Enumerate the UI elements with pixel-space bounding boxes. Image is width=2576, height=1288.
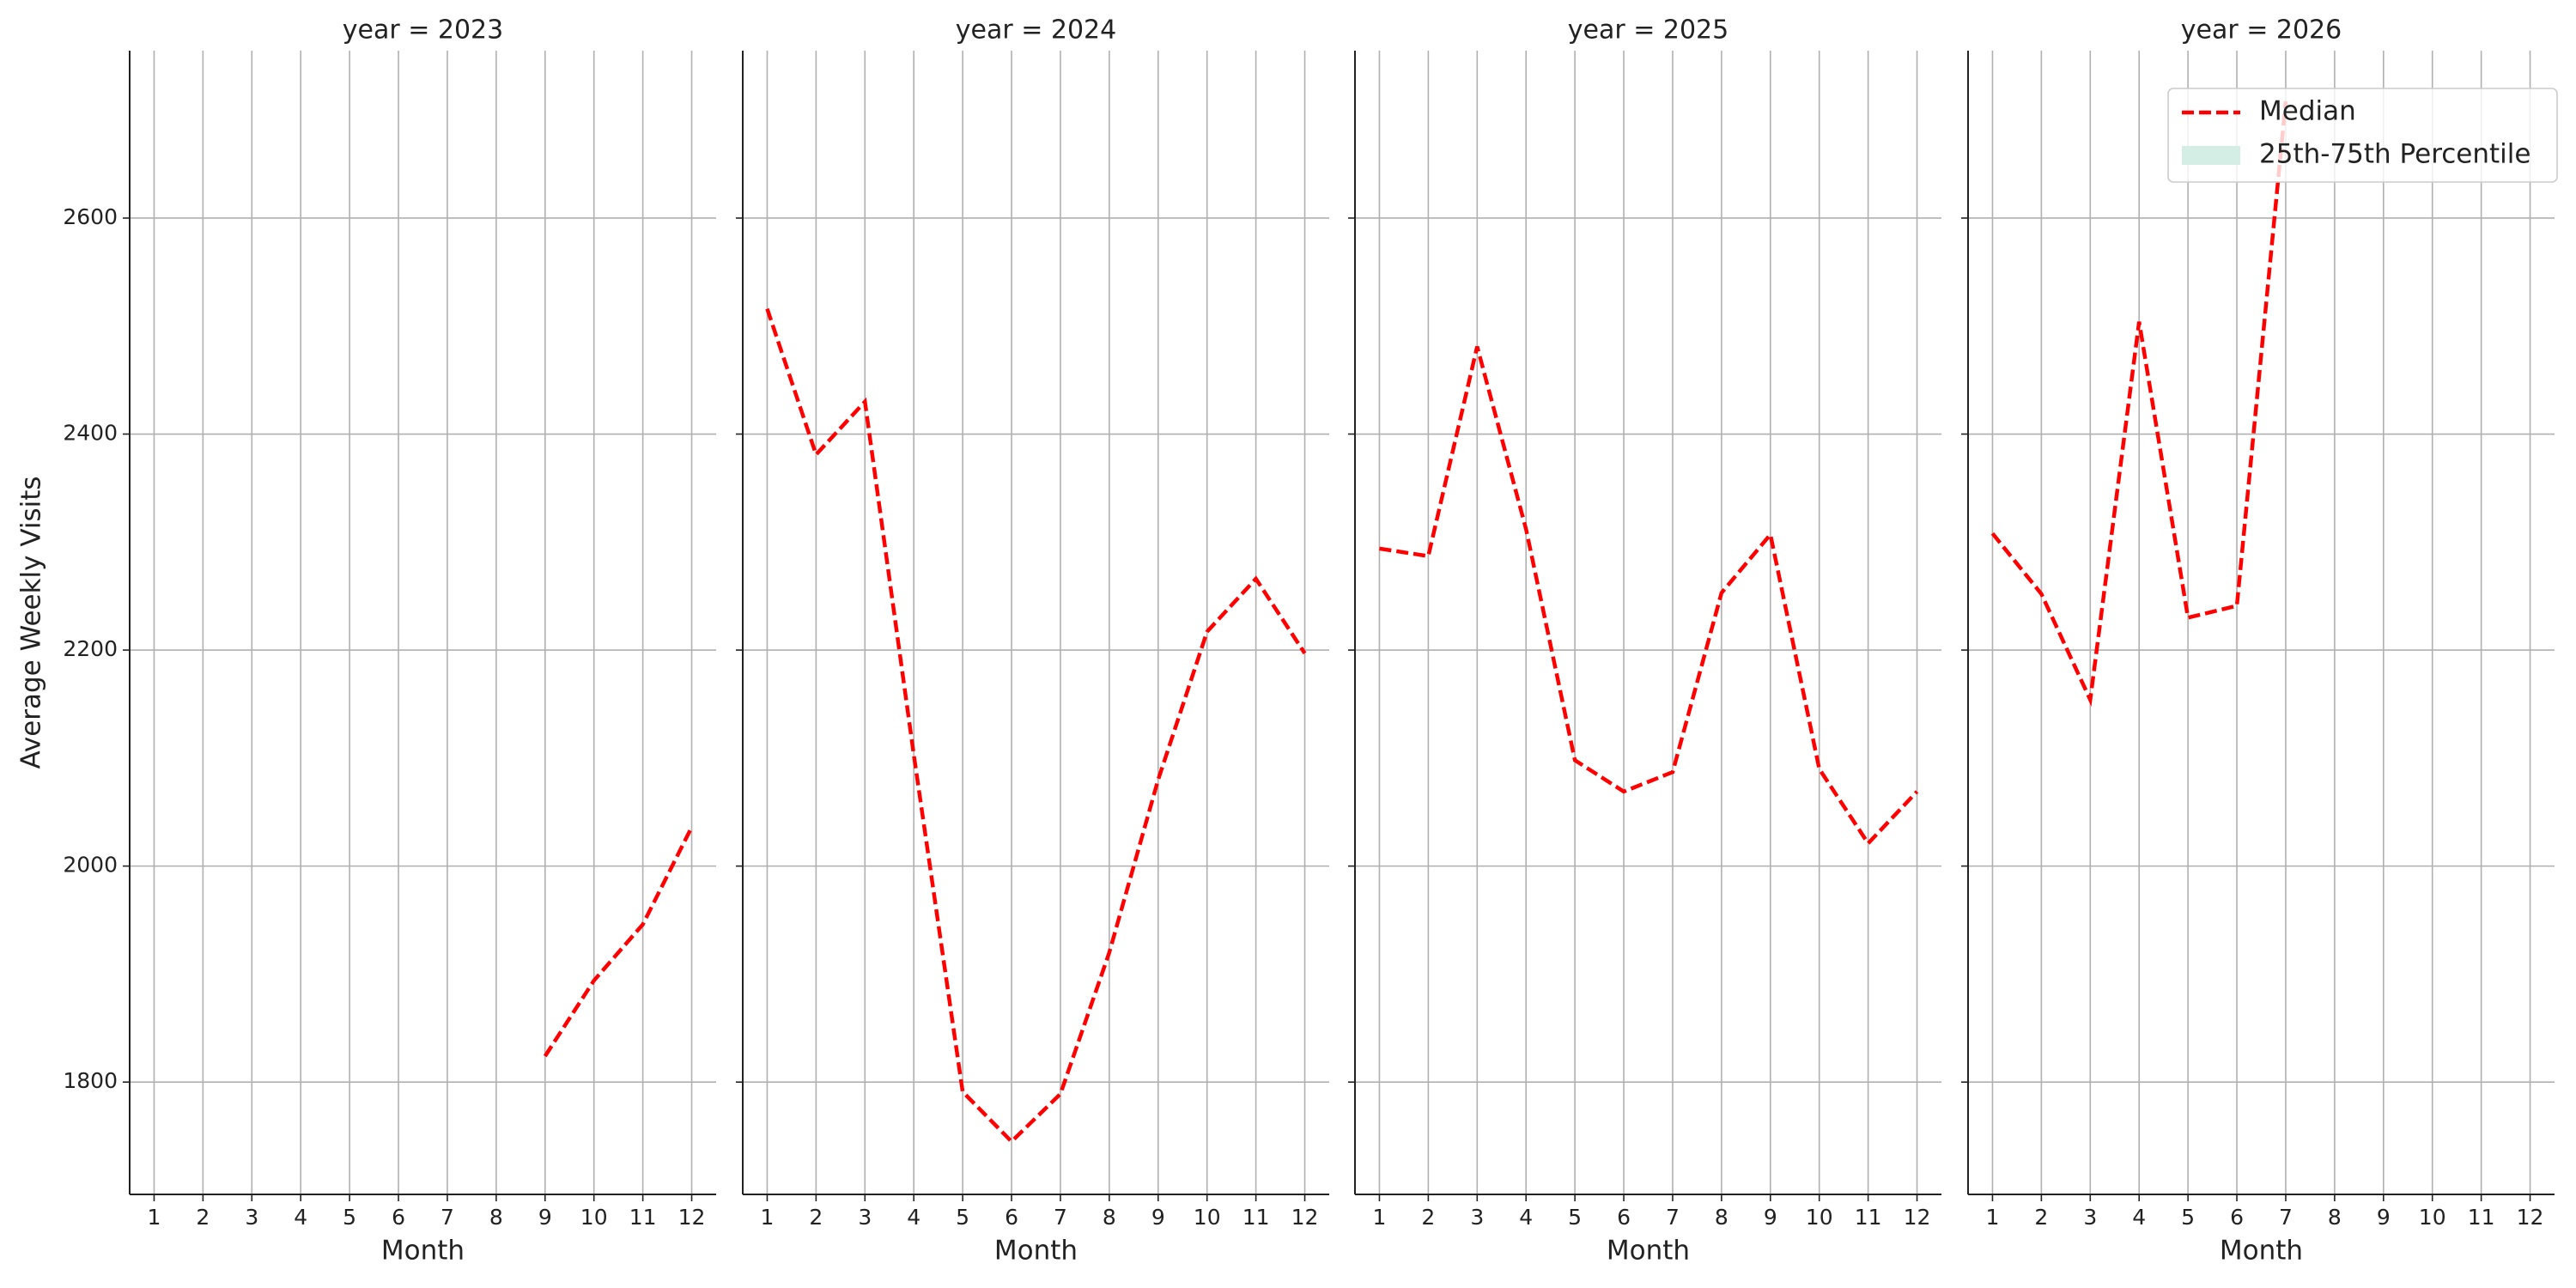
legend-label: 25th-75th Percentile: [2259, 139, 2530, 170]
x-tick-label: 7: [1054, 1205, 1067, 1230]
x-tick-label: 10: [1806, 1205, 1833, 1230]
x-tick-label: 6: [392, 1205, 405, 1230]
x-tick-label: 4: [294, 1205, 307, 1230]
x-tick-label: 3: [858, 1205, 872, 1230]
x-tick-label: 7: [2279, 1205, 2293, 1230]
y-tick-label: 2200: [63, 636, 118, 661]
x-tick-label: 8: [1715, 1205, 1728, 1230]
x-tick-label: 9: [2377, 1205, 2391, 1230]
median-line: [1990, 100, 2288, 707]
x-tick-label: 11: [1242, 1205, 1270, 1230]
x-tick-label: 9: [1764, 1205, 1777, 1230]
x-tick-label: 9: [1151, 1205, 1165, 1230]
x-tick-label: 6: [1617, 1205, 1631, 1230]
x-tick-label: 7: [1666, 1205, 1680, 1230]
x-tick-label: 10: [580, 1205, 608, 1230]
legend-label: Median: [2259, 96, 2356, 127]
x-tick-label: 12: [678, 1205, 706, 1230]
x-tick-label: 9: [538, 1205, 552, 1230]
x-tick-label: 4: [2132, 1205, 2146, 1230]
x-tick-label: 10: [2419, 1205, 2446, 1230]
y-axis-label: Average Weekly Visits: [16, 476, 47, 769]
x-tick-label: 1: [1986, 1205, 2000, 1230]
x-tick-label: 5: [1568, 1205, 1582, 1230]
x-tick-label: 8: [2328, 1205, 2342, 1230]
x-tick-label: 1: [761, 1205, 775, 1230]
panel-title: year = 2026: [2181, 15, 2342, 46]
panel-title: year = 2024: [956, 15, 1117, 46]
x-tick-label: 8: [1103, 1205, 1116, 1230]
x-tick-label: 7: [440, 1205, 454, 1230]
x-tick-label: 5: [343, 1205, 356, 1230]
y-tick-label: 2600: [63, 204, 118, 229]
panel-title: year = 2025: [1568, 15, 1729, 46]
x-tick-label: 11: [2468, 1205, 2495, 1230]
x-tick-label: 10: [1194, 1205, 1221, 1230]
x-tick-label: 8: [489, 1205, 503, 1230]
x-tick-label: 11: [629, 1205, 657, 1230]
x-tick-label: 3: [1470, 1205, 1484, 1230]
x-tick-label: 6: [2230, 1205, 2244, 1230]
x-tick-label: 12: [1904, 1205, 1931, 1230]
legend-box: [2167, 88, 2558, 183]
x-tick-label: 5: [956, 1205, 969, 1230]
x-tick-label: 1: [1373, 1205, 1387, 1230]
x-tick-label: 1: [148, 1205, 161, 1230]
legend-swatch: [2182, 146, 2240, 165]
x-tick-label: 2: [809, 1205, 823, 1230]
x-axis-label: Month: [381, 1236, 465, 1267]
x-tick-label: 2: [196, 1205, 210, 1230]
y-tick-label: 1800: [63, 1068, 118, 1093]
x-axis-label: Month: [1607, 1236, 1690, 1267]
x-tick-label: 5: [2181, 1205, 2195, 1230]
x-tick-label: 3: [2083, 1205, 2097, 1230]
x-tick-label: 3: [245, 1205, 258, 1230]
x-tick-label: 11: [1855, 1205, 1882, 1230]
x-tick-label: 12: [1291, 1205, 1319, 1230]
x-tick-label: 2: [2034, 1205, 2048, 1230]
x-axis-label: Month: [994, 1236, 1078, 1267]
median-line: [1379, 346, 1919, 847]
x-tick-label: 4: [907, 1205, 920, 1230]
y-tick-label: 2000: [63, 853, 118, 878]
x-tick-label: 6: [1005, 1205, 1018, 1230]
y-tick-label: 2400: [63, 421, 118, 446]
x-tick-label: 4: [1519, 1205, 1533, 1230]
median-line: [765, 307, 1307, 1145]
x-axis-label: Month: [2220, 1236, 2303, 1267]
panel-title: year = 2023: [343, 15, 504, 46]
x-tick-label: 2: [1421, 1205, 1435, 1230]
x-tick-label: 12: [2517, 1205, 2544, 1230]
median-line: [543, 826, 694, 1058]
